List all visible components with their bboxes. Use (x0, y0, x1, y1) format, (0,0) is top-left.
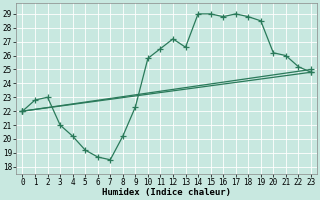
X-axis label: Humidex (Indice chaleur): Humidex (Indice chaleur) (102, 188, 231, 197)
